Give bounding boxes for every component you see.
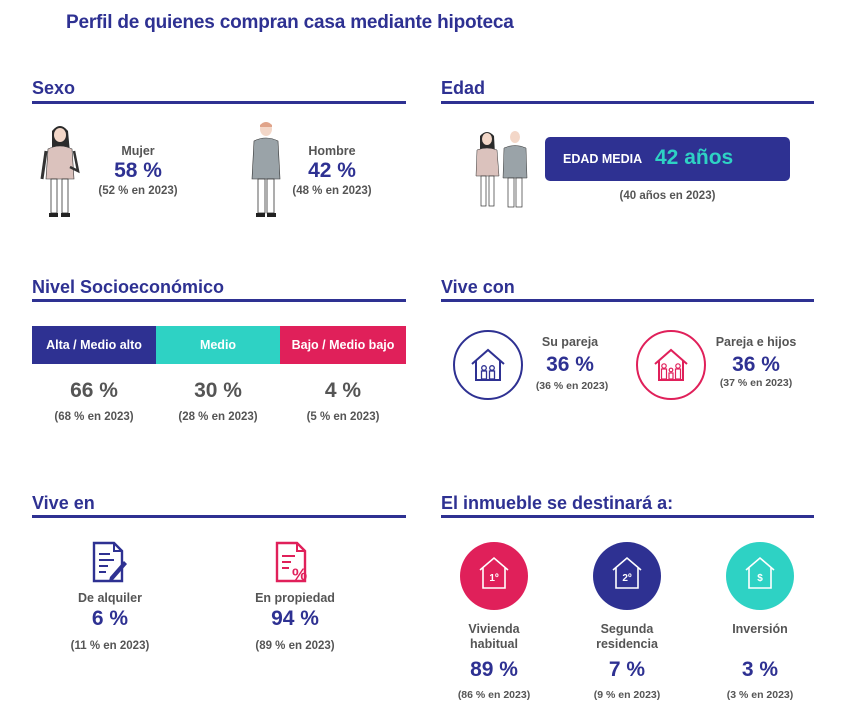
segunda-note: (9 % en 2023) [593, 689, 661, 701]
alquiler-note: (11 % en 2023) [70, 640, 150, 652]
pareja-hijos-value: 36 % [732, 353, 780, 376]
segunda-value: 7 % [608, 658, 646, 681]
house-investment-text: $ [757, 573, 763, 584]
vivienda-label-2: habitual [470, 637, 518, 651]
segunda-label-1: Segunda [600, 622, 654, 636]
mujer-value: 58 % [114, 159, 162, 182]
edad-media-value: 42 años [655, 146, 734, 169]
segment-bajo: Bajo / Medio bajo [280, 326, 406, 364]
house-first-text: 1º [489, 573, 499, 584]
section-divider [32, 515, 406, 518]
man-figure-icon [251, 122, 281, 217]
vivienda-label-1: Vivienda [468, 622, 520, 636]
vivienda-note: (86 % en 2023) [457, 689, 531, 701]
rental-document-icon [92, 541, 127, 583]
hombre-label: Hombre [308, 144, 356, 158]
svg-text:%: % [292, 565, 307, 583]
bajo-note: (5 % en 2023) [306, 411, 380, 423]
alta-value: 66 % [70, 379, 118, 402]
section-title-viveen: Vive en [32, 493, 95, 513]
section-title-edad: Edad [441, 78, 486, 98]
alquiler-value: 6 % [91, 607, 129, 630]
edad-media-badge: EDAD MEDIA 42 años [545, 137, 790, 181]
segunda-label-2: residencia [596, 637, 658, 651]
su-pareja-note: (36 % en 2023) [535, 380, 609, 392]
property-document-icon: % [275, 541, 307, 583]
mujer-label: Mujer [121, 144, 155, 158]
inversion-label: Inversión [732, 622, 788, 636]
house-family-icon [636, 330, 706, 400]
section-divider [441, 515, 814, 518]
inversion-value: 3 % [741, 658, 779, 681]
couple-figure-icon [475, 131, 528, 208]
propiedad-label: En propiedad [255, 591, 335, 605]
mujer-note: (52 % en 2023) [98, 185, 178, 197]
section-divider [32, 101, 406, 104]
medio-note: (28 % en 2023) [178, 411, 258, 423]
su-pareja-label: Su pareja [541, 335, 599, 349]
section-divider [32, 299, 406, 302]
house-first-icon: 1º [460, 542, 528, 610]
section-divider [441, 299, 814, 302]
section-title-vivecon: Vive con [441, 277, 515, 297]
propiedad-note: (89 % en 2023) [255, 640, 335, 652]
edad-media-label: EDAD MEDIA [563, 152, 643, 166]
segment-medio: Medio [156, 326, 280, 364]
segment-alta: Alta / Medio alto [32, 326, 156, 364]
inversion-note: (3 % en 2023) [726, 689, 794, 701]
bajo-value: 4 % [324, 379, 362, 402]
section-title-destino: El inmueble se destinará a: [441, 493, 674, 513]
house-couple-icon [453, 330, 523, 400]
page-title: Perfil de quienes compran casa mediante … [66, 12, 514, 33]
section-title-sexo: Sexo [32, 78, 76, 98]
house-second-icon: 2º [593, 542, 661, 610]
section-title-nivel: Nivel Socioeconómico [32, 277, 225, 297]
vivienda-value: 89 % [470, 658, 518, 681]
hombre-note: (48 % en 2023) [292, 185, 372, 197]
pareja-hijos-label: Pareja e hijos [715, 335, 797, 349]
propiedad-value: 94 % [271, 607, 319, 630]
section-divider [441, 101, 814, 104]
su-pareja-value: 36 % [546, 353, 594, 376]
edad-note: (40 años en 2023) [619, 190, 716, 202]
house-investment-icon: $ [726, 542, 794, 610]
woman-figure-icon [40, 126, 80, 217]
alquiler-label: De alquiler [78, 591, 142, 605]
hombre-value: 42 % [308, 159, 356, 182]
house-second-text: 2º [622, 573, 632, 584]
pareja-hijos-note: (37 % en 2023) [719, 377, 793, 389]
alta-note: (68 % en 2023) [54, 411, 134, 423]
medio-value: 30 % [194, 379, 242, 402]
